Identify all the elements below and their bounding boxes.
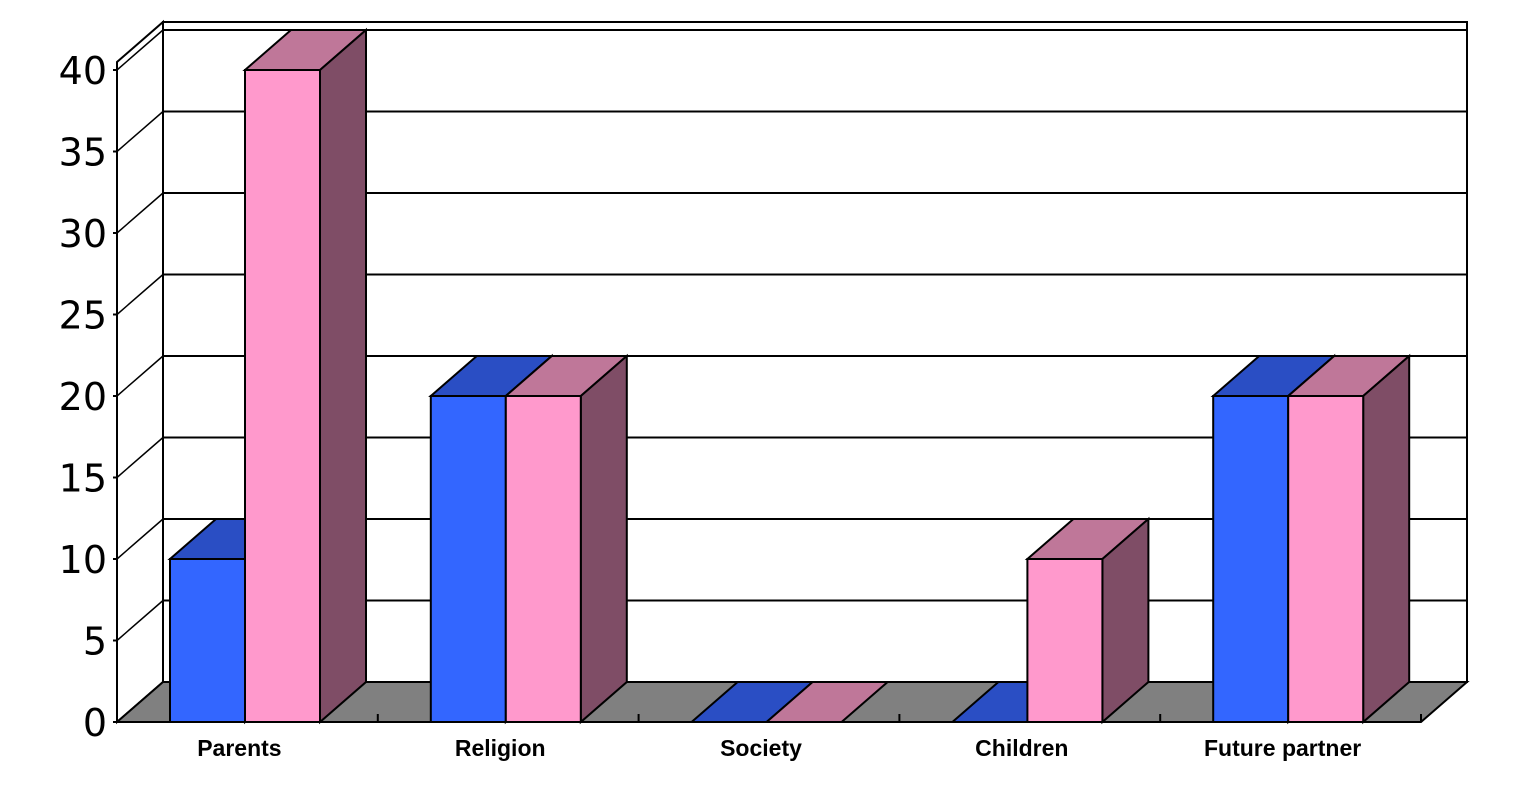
bar-front-face (1287, 395, 1365, 723)
y-tick-label: 20 (59, 375, 107, 419)
bar (1024, 516, 1152, 725)
y-tick-label: 10 (59, 538, 107, 582)
y-tick-label: 40 (59, 49, 107, 93)
chart-walls (116, 19, 1468, 725)
x-tick-label: Future partner (1204, 735, 1361, 761)
x-axis: Parents Religion Society Children Future par… (116, 714, 1422, 761)
bar (242, 27, 369, 725)
y-tick-label: 30 (59, 212, 107, 256)
y-tick-label: 25 (59, 294, 107, 338)
bars (167, 27, 1412, 725)
bar-side-face (579, 353, 628, 725)
x-tick-label: Parents (197, 735, 281, 761)
x-tick-label: Society (720, 735, 802, 761)
bar-front-face (244, 69, 321, 723)
side-wall (116, 19, 164, 725)
bar-side-face (319, 27, 367, 725)
bar-side-face (1362, 353, 1411, 725)
side-gridline (116, 599, 164, 642)
side-gridline (116, 355, 164, 397)
y-tick-label: 5 (83, 620, 107, 664)
bar (503, 353, 630, 725)
side-gridline (116, 273, 164, 316)
y-tick-label: 0 (83, 701, 107, 745)
bar-front-face (504, 395, 582, 723)
y-tick-label: 35 (59, 131, 107, 175)
x-tick-label: Religion (455, 735, 546, 761)
side-gridline (116, 192, 164, 234)
side-gridline (116, 110, 164, 153)
bar-front-face (169, 558, 246, 723)
y-tick-label: 15 (59, 457, 107, 501)
y-axis: 0 5 10 15 20 25 30 35 40 (59, 49, 118, 745)
bar-front-face (1026, 558, 1104, 723)
side-gridline (116, 518, 164, 560)
x-tick-label: Children (975, 735, 1068, 761)
bar (1285, 353, 1412, 725)
bar-front-face (429, 395, 507, 723)
side-gridline (116, 29, 164, 71)
side-gridline (116, 436, 164, 479)
bar-front-face (1212, 395, 1290, 723)
